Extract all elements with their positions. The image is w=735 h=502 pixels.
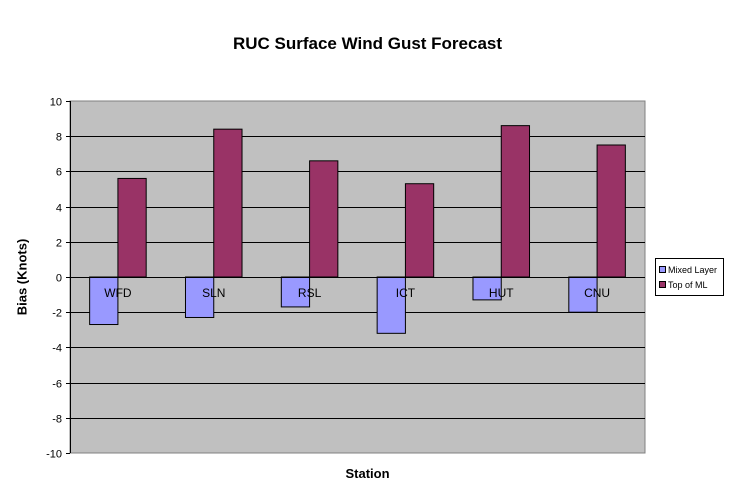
y-tick-label: -6 (52, 379, 62, 391)
legend-swatch-mixed-layer (659, 266, 666, 273)
bar-mixed-layer-ict (376, 276, 406, 334)
bar-mixed-layer-wfd (89, 276, 119, 326)
bar-top-of-ml-ict (404, 183, 435, 278)
y-tick-label: 6 (56, 167, 62, 179)
bar-top-of-ml-cnu (596, 144, 626, 278)
legend-label-mixed-layer: Mixed Layer (668, 264, 718, 275)
x-tick-label: HUT (489, 286, 514, 300)
bar-top-of-ml-hut (500, 125, 531, 278)
y-tick-label: -4 (52, 343, 62, 355)
y-tick-label: 0 (56, 273, 62, 285)
x-tick-label: RSL (298, 286, 322, 300)
x-tick-label: WFD (104, 286, 132, 300)
y-tick-label: 10 (50, 97, 62, 109)
chart-title: RUC Surface Wind Gust Forecast (232, 34, 503, 53)
bar-top-of-ml-sln (213, 128, 243, 278)
bar-mixed-layer-rsl (280, 276, 311, 308)
y-tick-label: -2 (52, 308, 62, 320)
x-axis-label: Station (345, 466, 390, 481)
y-tick-label: 8 (56, 132, 62, 144)
legend-item-mixed-layer: Mixed Layer (659, 262, 723, 277)
x-tick-label: ICT (396, 286, 416, 300)
x-tick-label: CNU (584, 286, 610, 300)
bar-top-of-ml-rsl (309, 160, 339, 278)
y-tick-label: 2 (56, 238, 62, 250)
x-tick-label: SLN (202, 286, 225, 300)
legend-item-top-of-ml: Top of ML (659, 277, 723, 292)
bar-top-of-ml-wfd (117, 177, 147, 278)
legend-swatch-top-of-ml (659, 281, 666, 288)
y-tick-label: -8 (52, 414, 62, 426)
y-tick-label: 4 (56, 203, 62, 215)
y-tick-label: -10 (46, 449, 62, 461)
legend: Mixed Layer Top of ML (655, 258, 724, 296)
bar-mixed-layer-sln (184, 276, 215, 318)
legend-label-top-of-ml: Top of ML (668, 279, 708, 290)
y-axis-label: Bias (Knots) (14, 238, 30, 316)
